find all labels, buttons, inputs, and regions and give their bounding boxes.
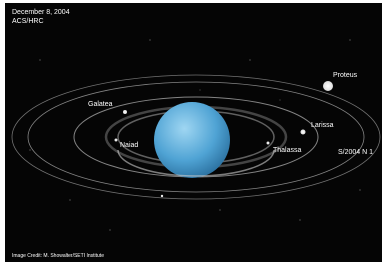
moon-label: Thalassa	[273, 147, 302, 154]
moon-label: Naiad	[120, 142, 138, 149]
neptune	[154, 102, 230, 178]
moon-label: Proteus	[333, 72, 358, 79]
moon-label: Larissa	[311, 122, 334, 129]
moon-label: S/2004 N 1	[338, 149, 373, 156]
moon-label: Galatea	[88, 101, 113, 108]
credit: Image Credit: M. Showalter/SETI Institut…	[12, 253, 104, 259]
date: December 8, 2004	[12, 9, 70, 16]
neptune-image: December 8, 2004 ACS/HRC Proteus Galatea…	[0, 0, 387, 265]
page: December 8, 2004 ACS/HRC Proteus Galatea…	[0, 0, 387, 265]
instrument: ACS/HRC	[12, 18, 44, 25]
